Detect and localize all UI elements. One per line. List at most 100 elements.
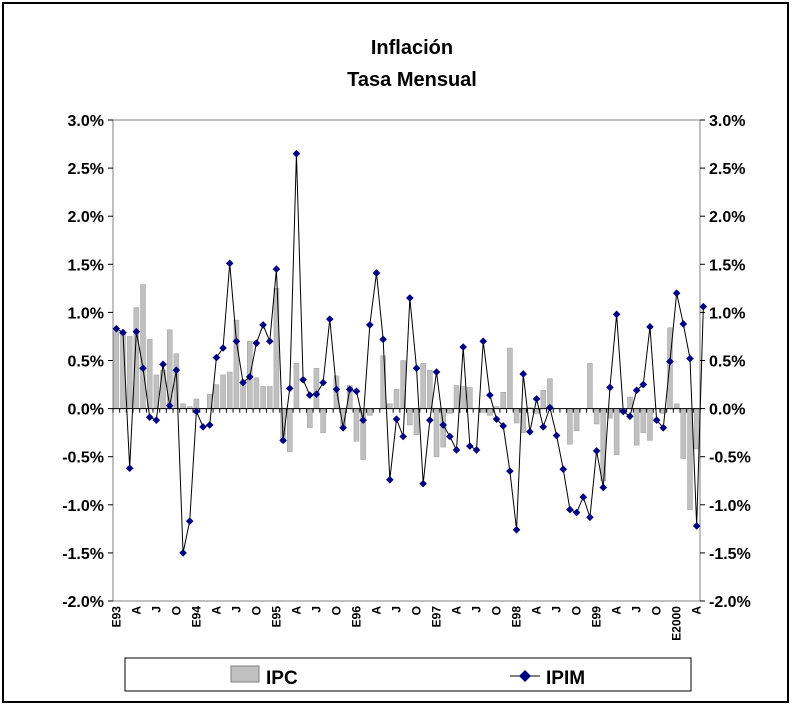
ipim-point: [332, 385, 341, 394]
ipc-bar: [140, 284, 146, 409]
y-tick-label-right: -2.0%: [709, 594, 751, 611]
ipc-bar: [113, 331, 120, 409]
x-tick-label: J: [229, 606, 243, 613]
x-tick-label: A: [530, 606, 544, 615]
ipc-bar: [673, 403, 680, 409]
y-tick-label-right: 2.5%: [709, 161, 745, 178]
ipc-bar: [293, 363, 300, 409]
ipim-point: [232, 337, 241, 346]
ipim-point: [659, 424, 668, 432]
y-tick-label-left: 2.5%: [68, 161, 104, 178]
ipim-point: [165, 401, 174, 410]
y-tick-label-left: -2.0%: [62, 594, 104, 611]
ipim-point: [179, 549, 187, 557]
legend-ipim-label: IPIM: [546, 668, 585, 689]
ipc-bar: [693, 408, 700, 450]
ipim-point: [446, 432, 454, 441]
x-tick-label: E98: [510, 606, 524, 628]
ipc-bar: [573, 408, 580, 431]
x-tick-label: O: [410, 606, 424, 615]
ipim-point: [259, 321, 267, 329]
ipim-point: [566, 505, 574, 514]
ipim-point: [459, 343, 467, 351]
x-tick-label: E97: [430, 606, 444, 628]
chart-subtitle: Tasa Mensual: [347, 69, 477, 91]
ipim-point: [219, 344, 227, 352]
ipim-point: [185, 517, 194, 525]
ipc-bar: [453, 385, 460, 409]
ipc-bar: [507, 347, 513, 409]
ipim-point: [172, 366, 181, 374]
x-tick-label: J: [630, 606, 644, 613]
x-tick-label: J: [550, 606, 564, 613]
ipc-bar: [260, 386, 266, 409]
ipim-point: [479, 337, 488, 346]
x-tick-label: J: [149, 606, 163, 613]
ipc-bar: [367, 408, 373, 416]
ipim-point: [225, 259, 234, 268]
ipim-point: [572, 508, 581, 517]
legend-ipc-label: IPC: [266, 668, 298, 689]
ipim-point: [599, 483, 608, 492]
ipc-bar: [253, 377, 260, 409]
ipc-bar: [180, 403, 186, 409]
ipc-bar: [447, 408, 453, 414]
ipc-bar: [313, 367, 320, 409]
x-tick-label: A: [450, 606, 464, 615]
ipc-bar: [220, 374, 226, 409]
y-tick-label-right: 1.0%: [709, 305, 745, 322]
ipim-point: [272, 265, 281, 273]
ipim-point: [539, 423, 548, 431]
ipim-point: [132, 327, 141, 336]
ipim-point: [699, 302, 708, 311]
ipim-point: [532, 395, 541, 403]
x-tick-label: A: [369, 606, 383, 615]
ipim-point: [312, 390, 321, 398]
x-tick-label: O: [570, 606, 584, 615]
ipc-bar: [627, 396, 633, 409]
ipc-bar: [307, 408, 313, 429]
ipc-bar: [640, 408, 647, 433]
ipim-point: [379, 335, 387, 344]
ipc-bar: [680, 408, 687, 459]
ipc-bar: [393, 389, 400, 409]
legend-ipim-marker: [519, 670, 531, 682]
y-tick-label-left: 1.0%: [68, 305, 104, 322]
x-tick-label: A: [289, 606, 303, 615]
ipim-point: [192, 407, 201, 416]
x-tick-label: O: [329, 606, 343, 615]
x-tick-label: O: [490, 606, 504, 615]
ipim-point: [512, 526, 521, 534]
ipim-point: [432, 368, 441, 376]
ipc-bar: [193, 398, 200, 409]
ipim-point: [305, 391, 314, 399]
x-tick-label: A: [209, 606, 223, 615]
ipim-point: [112, 324, 121, 333]
ipim-point: [125, 464, 134, 473]
ipim-point: [339, 424, 347, 432]
ipim-point: [285, 384, 294, 393]
ipc-bar: [567, 408, 573, 445]
ipc-bar: [647, 408, 653, 441]
y-tick-label-left: -0.5%: [62, 450, 104, 467]
x-tick-label: E95: [269, 606, 283, 628]
ipim-point: [265, 337, 274, 346]
y-tick-label-right: -1.5%: [709, 546, 751, 563]
ipc-bar: [353, 408, 360, 442]
ipim-point: [152, 416, 161, 424]
ipim-point: [499, 422, 508, 430]
ipim-point: [319, 378, 327, 387]
y-tick-label-left: 3.0%: [68, 113, 104, 130]
ipim-point: [632, 386, 641, 395]
ipim-point: [466, 442, 474, 450]
ipim-point: [592, 447, 601, 455]
ipim-point: [679, 320, 688, 328]
legend-ipc-swatch: [230, 665, 260, 683]
y-tick-label-left: -1.0%: [62, 498, 104, 515]
y-tick-label-left: 0.0%: [68, 402, 104, 419]
ipim-point: [692, 522, 701, 530]
ipim-point: [199, 423, 207, 431]
ipim-point: [372, 269, 381, 277]
ipim-point: [366, 321, 374, 329]
ipim-point: [506, 467, 514, 475]
